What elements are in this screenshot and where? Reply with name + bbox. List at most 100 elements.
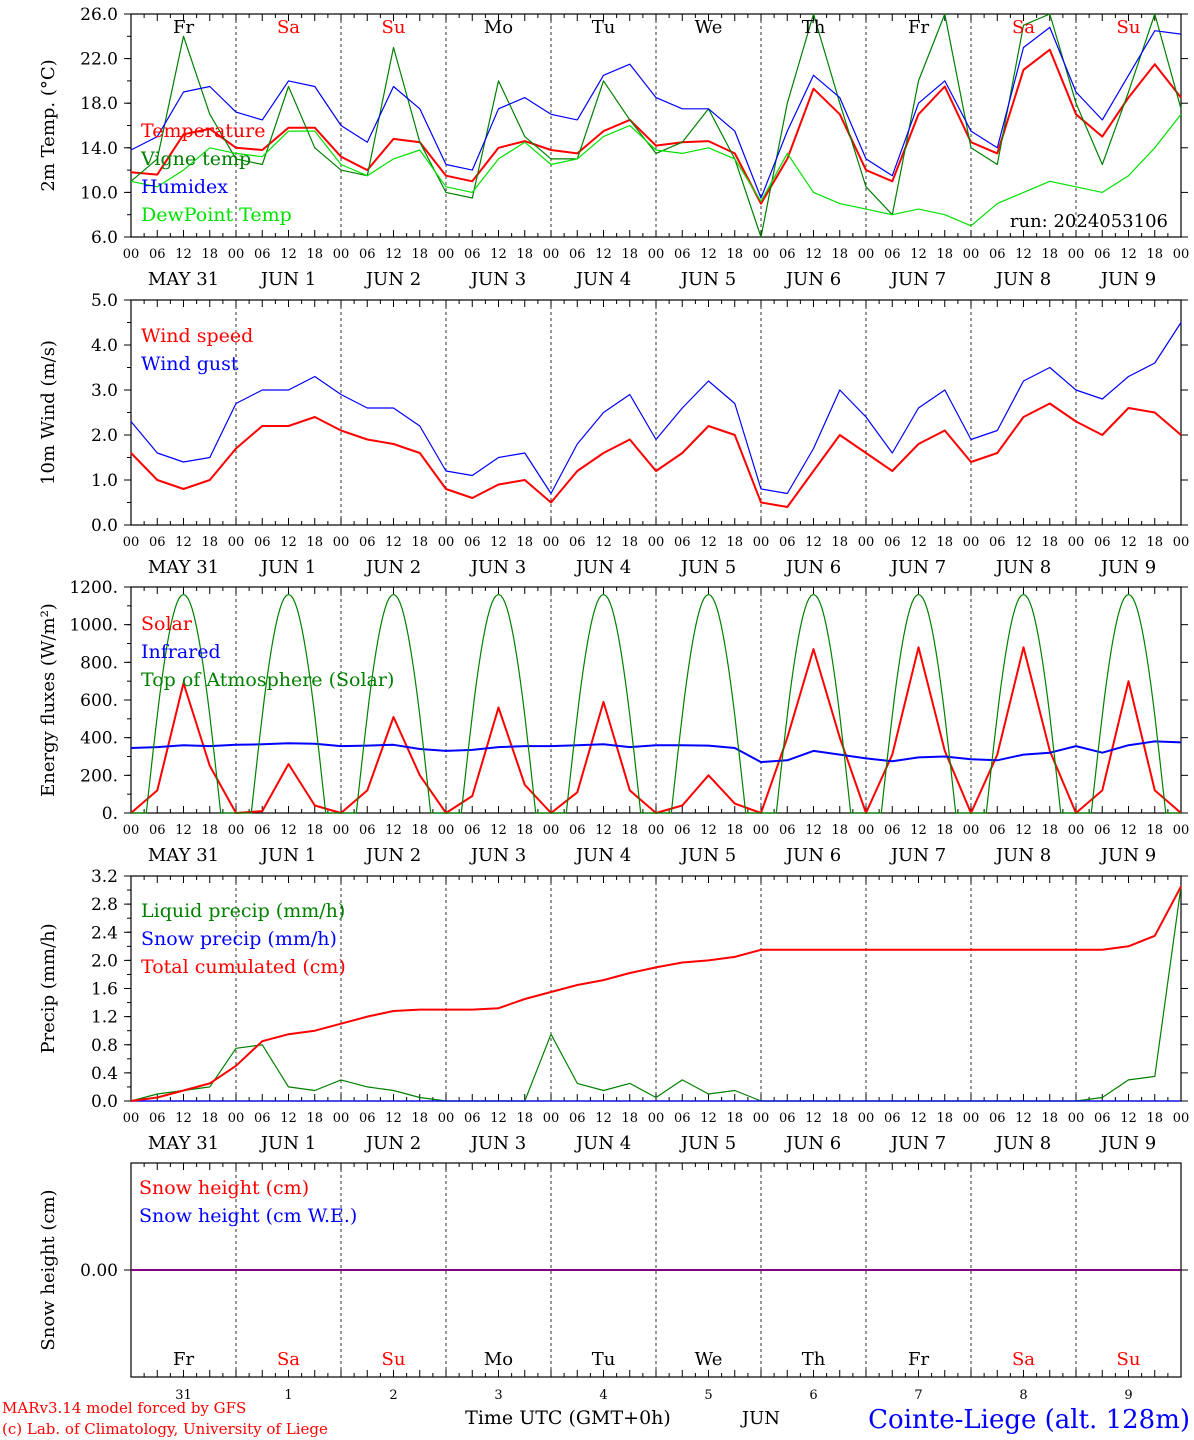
y-tick-label: 0.0 <box>91 1092 118 1112</box>
hour-label: 06 <box>1094 1111 1111 1126</box>
y-tick-label: 600. <box>80 691 118 711</box>
y-tick-label: 1.6 <box>91 980 118 1000</box>
bottom-weekday-label: Tu <box>592 1349 616 1370</box>
month-label: JUN <box>740 1408 780 1429</box>
hour-label: 12 <box>1120 1111 1137 1126</box>
hour-label: 06 <box>464 1111 481 1126</box>
date-label: JUN 7 <box>889 269 946 290</box>
hour-label: 12 <box>910 823 927 838</box>
hour-label: 18 <box>201 1111 218 1126</box>
hour-label: 18 <box>621 823 638 838</box>
date-label: JUN 4 <box>574 1133 631 1154</box>
hour-label: 00 <box>438 247 455 262</box>
hour-label: 06 <box>884 535 901 550</box>
hour-label: 06 <box>779 247 796 262</box>
hour-label: 12 <box>490 823 507 838</box>
legend-entry: Liquid precip (mm/h) <box>141 900 345 922</box>
hour-label: 18 <box>831 247 848 262</box>
hour-label: 06 <box>359 247 376 262</box>
y-tick-label: 2.8 <box>91 895 118 915</box>
weekday-label: Tu <box>592 17 616 38</box>
hour-label: 18 <box>621 1111 638 1126</box>
y-tick-label: 18.0 <box>80 94 118 114</box>
hour-label: 06 <box>884 1111 901 1126</box>
date-label: JUN 1 <box>259 269 316 290</box>
y-tick-label: 22.0 <box>80 50 118 70</box>
hour-label: 00 <box>858 535 875 550</box>
hour-label: 18 <box>201 823 218 838</box>
hour-label: 00 <box>123 1111 140 1126</box>
series-line-wind-speed <box>130 402 1182 508</box>
legend-entry: Wind gust <box>141 353 239 375</box>
hour-label: 06 <box>674 247 691 262</box>
hour-label: 00 <box>438 823 455 838</box>
date-label: JUN 3 <box>469 845 526 866</box>
hour-label: 12 <box>910 247 927 262</box>
bottom-day-number: 6 <box>809 1388 817 1403</box>
bottom-weekday-label: Fr <box>173 1349 194 1370</box>
hour-label: 00 <box>123 535 140 550</box>
date-label: JUN 8 <box>994 269 1051 290</box>
hour-label: 06 <box>569 535 586 550</box>
hour-label: 06 <box>779 823 796 838</box>
date-label: JUN 3 <box>469 557 526 578</box>
hour-label: 12 <box>385 823 402 838</box>
hour-label: 12 <box>175 247 192 262</box>
hour-label: 06 <box>674 535 691 550</box>
date-label: JUN 7 <box>889 1133 946 1154</box>
legend-entry: Infrared <box>141 641 221 663</box>
hour-label: 12 <box>1120 823 1137 838</box>
date-label: JUN 5 <box>679 845 736 866</box>
date-label: JUN 8 <box>994 557 1051 578</box>
hour-label: 18 <box>726 247 743 262</box>
hour-label: 12 <box>1015 535 1032 550</box>
date-label: JUN 2 <box>364 845 421 866</box>
y-axis-label: Snow height (cm) <box>38 1189 59 1350</box>
bottom-day-number: 4 <box>599 1388 607 1403</box>
hour-label: 00 <box>858 823 875 838</box>
hour-label: 18 <box>936 247 953 262</box>
hour-label: 00 <box>963 823 980 838</box>
series-line-humidex <box>130 26 1182 199</box>
bottom-weekday-label: Fr <box>908 1349 929 1370</box>
legend-entry: Top of Atmosphere (Solar) <box>141 669 394 691</box>
hour-label: 12 <box>595 1111 612 1126</box>
hour-label: 18 <box>831 1111 848 1126</box>
hour-label: 12 <box>175 535 192 550</box>
hour-label: 06 <box>884 823 901 838</box>
legend-entry: Snow height (cm) <box>139 1177 309 1199</box>
hour-label: 00 <box>1068 1111 1085 1126</box>
date-label: JUN 9 <box>1099 269 1156 290</box>
hour-label: 12 <box>700 1111 717 1126</box>
hour-label: 06 <box>989 535 1006 550</box>
credit-line-1: MARv3.14 model forced by GFS <box>2 1399 246 1417</box>
legend-entry: Total cumulated (cm) <box>141 956 346 978</box>
hour-label: 06 <box>359 535 376 550</box>
hour-label: 00 <box>543 1111 560 1126</box>
hour-label: 18 <box>201 247 218 262</box>
hour-label: 00 <box>1173 535 1190 550</box>
credit-line-2: (c) Lab. of Climatology, University of L… <box>2 1420 328 1438</box>
hour-label: 06 <box>989 247 1006 262</box>
hour-label: 06 <box>1094 247 1111 262</box>
weekday-label: Sa <box>277 17 300 38</box>
hour-label: 12 <box>595 247 612 262</box>
legend-entry: Humidex <box>141 176 228 198</box>
hour-label: 00 <box>648 247 665 262</box>
hour-label: 18 <box>1146 823 1163 838</box>
hour-label: 00 <box>438 535 455 550</box>
hour-label: 18 <box>936 823 953 838</box>
hour-label: 00 <box>753 247 770 262</box>
legend-entry: Snow precip (mm/h) <box>141 928 337 950</box>
hour-label: 06 <box>149 823 166 838</box>
bottom-weekday-label: We <box>695 1349 723 1370</box>
date-label: JUN 6 <box>784 269 841 290</box>
date-label: JUN 1 <box>259 557 316 578</box>
date-label: MAY 31 <box>148 845 219 866</box>
hour-label: 12 <box>805 247 822 262</box>
hour-label: 00 <box>753 823 770 838</box>
weekday-label: Su <box>1117 17 1141 38</box>
hour-label: 12 <box>280 247 297 262</box>
y-tick-label: 1200. <box>69 578 118 598</box>
